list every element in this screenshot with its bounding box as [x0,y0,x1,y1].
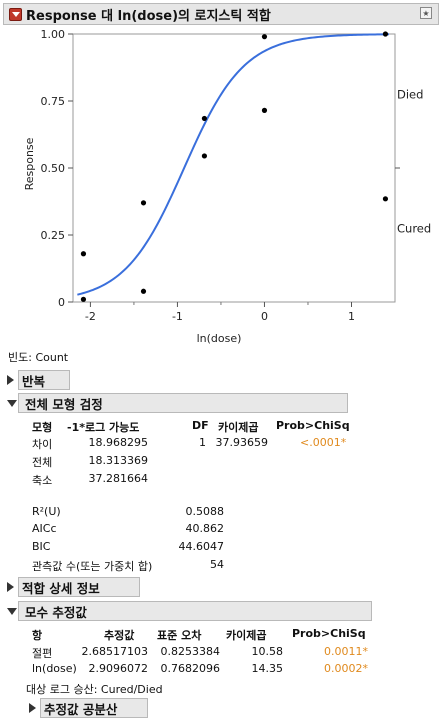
y-tick-label: 0.25 [41,229,66,242]
wm-row-diff-model: 차이 [32,438,53,451]
pe-row-intercept-prob: 0.0011* [324,645,368,658]
section-parameter-estimates-label: 모수 추정값 [25,604,87,620]
stat-aicc-label: AICc [32,522,57,535]
data-point [140,200,147,206]
data-point [80,251,87,257]
pe-row-intercept-term: 절편 [32,647,53,660]
wm-row-full-loglik: 18.313369 [88,454,149,467]
frequency-label: 빈도: Count [8,351,69,364]
stat-r2-value: 0.5088 [185,505,225,518]
section-whole-model[interactable]: 전체 모형 검정 [7,393,348,413]
right-level-cured: Cured [397,221,431,235]
report-title-bar: Response 대 ln(dose)의 로지스틱 적합 ★ [3,3,439,25]
pe-header-chisq: 카이제곱 [226,629,267,642]
x-tick-label: -2 [85,310,96,323]
wm-row-diff-loglik: 18.968295 [88,436,149,449]
data-point [201,153,208,159]
section-covariance[interactable]: 추정값 공분산 [29,698,148,718]
stat-aicc-value: 40.862 [185,522,225,535]
disclosure-collapsed-icon[interactable] [7,582,14,592]
disclosure-collapsed-icon[interactable] [7,375,14,385]
section-parameter-estimates[interactable]: 모수 추정값 [7,601,372,621]
pe-row-lndose-chisq: 14.35 [251,662,284,675]
wm-header-chisq: 카이제곱 [218,421,259,434]
wm-header-df: DF [192,419,209,432]
data-point [382,196,389,202]
wm-header-loglik: -1*로그 가능도 [67,421,140,434]
target-log-odds-note: 대상 로그 승산: Cured/Died [26,683,163,696]
wm-row-reduced-loglik: 37.281664 [88,472,149,485]
disclosure-expanded-icon[interactable] [7,399,17,407]
pe-header-term: 항 [32,629,43,642]
y-tick-label: 0.75 [41,95,66,108]
wm-row-reduced-model: 축소 [32,474,53,487]
wm-row-diff-df: 1 [199,436,206,449]
y-tick-label: 0.50 [41,162,66,175]
wm-header-prob: Prob>ChiSq [276,419,350,432]
wm-row-diff-prob: <.0001* [300,436,347,449]
logistic-fit-curve [77,33,389,296]
pe-row-intercept-chisq: 10.58 [251,645,284,658]
pe-row-lndose-se: 0.7682096 [160,662,221,675]
y-axis-label: Response [23,137,36,190]
data-point [80,296,87,302]
section-whole-model-label: 전체 모형 검정 [25,396,103,412]
pe-header-prob: Prob>ChiSq [292,627,366,640]
data-point [261,107,268,113]
section-iterations-label: 반복 [22,373,46,389]
data-point [201,115,208,122]
wm-row-full-model: 전체 [32,456,53,469]
wm-header-model: 모형 [32,421,53,434]
pe-row-lndose-est: 2.9096072 [88,662,149,675]
report-title: Response 대 ln(dose)의 로지스틱 적합 [26,8,271,24]
stat-bic-value: 44.6047 [178,540,225,553]
pe-row-intercept-est: 2.68517103 [81,645,148,658]
pe-row-lndose-term: ln(dose) [32,662,77,675]
disclosure-collapsed-icon[interactable] [29,703,36,713]
right-level-died: Died [397,87,423,101]
stat-nobs-value: 54 [210,558,224,571]
plot-frame [72,33,396,303]
x-axis-label: ln(dose) [197,332,242,345]
section-fit-details[interactable]: 적합 상세 정보 [7,577,140,597]
section-covariance-label: 추정값 공분산 [44,701,118,717]
pe-header-estimate: 추정값 [104,629,135,642]
pe-row-intercept-se: 0.8253384 [160,645,221,658]
logistic-chart: 0 0.25 0.50 0.75 1.00 -2 -1 0 1 ln(dose) Response D… [23,28,431,345]
stat-bic-label: BIC [32,540,51,553]
x-tick-label: 1 [348,310,355,323]
y-tick-label: 1.00 [41,28,66,41]
stat-nobs-label: 관측값 수(또는 가중치 합) [32,560,153,573]
y-tick-label: 0 [58,296,65,309]
red-triangle-menu-icon[interactable] [9,7,22,21]
wm-row-diff-chisq: 37.93659 [215,436,269,449]
section-iterations[interactable]: 반복 [7,370,70,390]
x-tick-label: 0 [261,310,268,323]
pin-icon[interactable]: ★ [420,7,432,19]
section-fit-details-label: 적합 상세 정보 [22,580,100,596]
data-point [140,288,147,294]
pe-row-lndose-prob: 0.0002* [324,662,368,675]
pe-header-stderr: 표준 오차 [157,629,202,642]
disclosure-expanded-icon[interactable] [7,607,17,615]
x-tick-label: -1 [172,310,183,323]
data-point [382,31,389,37]
stat-r2-label: R²(U) [32,505,61,518]
data-point [261,34,268,40]
